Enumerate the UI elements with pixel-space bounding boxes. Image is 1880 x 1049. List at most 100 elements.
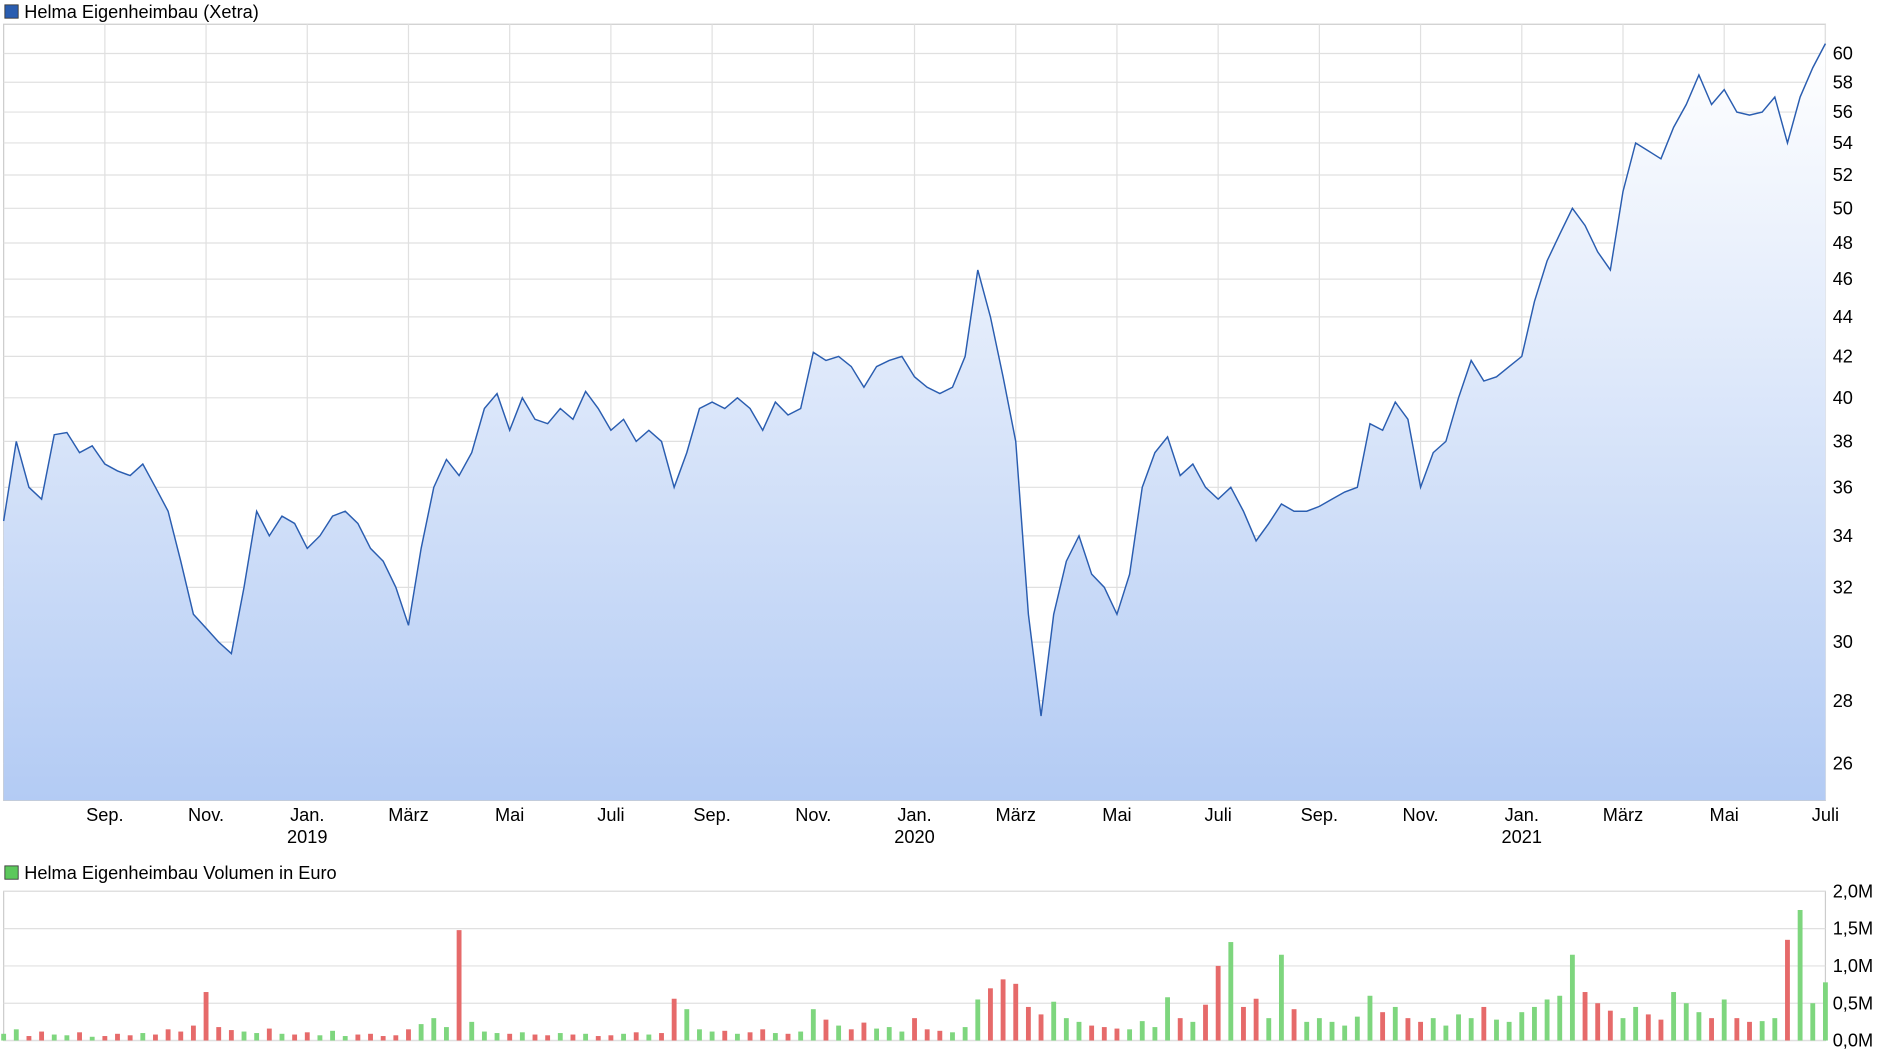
volume-bar: [456, 930, 462, 1041]
x-tick-label: März: [996, 805, 1036, 825]
volume-bar: [77, 1032, 82, 1041]
volume-bar: [1342, 1025, 1348, 1041]
volume-bar: [1772, 1018, 1778, 1041]
volume-bar: [1, 1033, 7, 1041]
legend-label: Helma Eigenheimbau (Xetra): [24, 2, 259, 22]
volume-bar: [39, 1031, 45, 1041]
volume-bar: [671, 998, 677, 1041]
volume-bar: [355, 1034, 361, 1041]
legend-swatch: [4, 865, 19, 880]
volume-bar: [950, 1032, 955, 1041]
volume-bar: [1304, 1021, 1310, 1041]
volume-bar: [1569, 954, 1575, 1041]
volume-bar: [342, 1036, 348, 1041]
legend-swatch: [4, 4, 19, 19]
volume-bar: [190, 1025, 196, 1041]
volume-bar: [861, 1022, 867, 1041]
x-tick-label: Sep.: [693, 805, 730, 825]
x-tick-label: Sep.: [86, 805, 123, 825]
volume-bar: [406, 1029, 411, 1041]
volume-bar: [1519, 1012, 1525, 1041]
volume-bar: [1051, 1001, 1057, 1041]
volume-bar: [26, 1036, 32, 1041]
volume-bar: [140, 1033, 146, 1041]
volume-bar: [760, 1029, 766, 1041]
volume-bar: [1822, 982, 1828, 1041]
volume-bar: [608, 1035, 614, 1041]
volume-bar: [1468, 1018, 1474, 1041]
volume-bar: [583, 1033, 589, 1041]
x-tick-label: Jan.: [897, 805, 931, 825]
volume-bar: [1013, 983, 1019, 1041]
volume-bar: [1114, 1028, 1120, 1041]
volume-bar: [1506, 1021, 1512, 1041]
y-tick-label: 42: [1833, 346, 1853, 366]
volume-bar: [595, 1036, 601, 1041]
x-tick-label: März: [1603, 805, 1643, 825]
volume-bar: [1165, 997, 1170, 1041]
x-tick-label: Jan.: [290, 805, 324, 825]
x-tick-label: Juli: [597, 805, 624, 825]
x-tick-label: März: [388, 805, 428, 825]
volume-bar: [1089, 1025, 1095, 1041]
volume-bar: [393, 1035, 399, 1041]
volume-bar: [1316, 1018, 1322, 1041]
volume-bar: [1152, 1027, 1158, 1041]
volume-bar: [1671, 992, 1677, 1041]
volume-bar: [115, 1033, 120, 1041]
volume-bar: [153, 1034, 158, 1041]
volume-bar: [1582, 992, 1588, 1041]
volume-bar: [1278, 954, 1284, 1041]
volume-bar: [1810, 1003, 1816, 1041]
y-tick-label: 0,5M: [1833, 993, 1873, 1013]
y-tick-label: 54: [1833, 133, 1853, 153]
volume-bar: [557, 1033, 563, 1041]
year-label: 2019: [287, 827, 327, 847]
volume-bar: [317, 1035, 323, 1041]
y-tick-label: 36: [1833, 477, 1853, 497]
legend-label: Helma Eigenheimbau Volumen in Euro: [24, 863, 336, 883]
y-tick-label: 0,0M: [1833, 1031, 1873, 1049]
y-tick-label: 1,5M: [1833, 919, 1873, 939]
volume-bar: [734, 1033, 740, 1041]
volume-bar: [684, 1009, 690, 1041]
volume-bar: [836, 1025, 842, 1041]
volume-bar: [127, 1035, 133, 1041]
volume-bar: [304, 1032, 310, 1041]
x-tick-label: Jan.: [1505, 805, 1539, 825]
y-tick-label: 46: [1833, 269, 1853, 289]
x-tick-label: Nov.: [188, 805, 224, 825]
x-tick-label: Juli: [1812, 805, 1839, 825]
volume-bar: [279, 1033, 285, 1041]
volume-bar: [962, 1027, 968, 1041]
y-tick-label: 34: [1833, 526, 1853, 546]
volume-bar: [1532, 1006, 1537, 1041]
volume-bar: [254, 1033, 260, 1041]
volume-bar: [266, 1028, 272, 1041]
volume-bar: [13, 1029, 19, 1041]
volume-bar: [1481, 1006, 1487, 1041]
volume-bar: [1367, 995, 1373, 1041]
volume-bar: [1430, 1018, 1436, 1041]
volume-bar: [216, 1027, 222, 1041]
y-tick-label: 50: [1833, 198, 1853, 218]
volume-bar: [747, 1032, 753, 1041]
volume-bar: [1139, 1021, 1145, 1041]
volume-bar: [203, 992, 209, 1041]
volume-bar: [545, 1035, 551, 1041]
volume-bar: [1456, 1014, 1461, 1041]
y-tick-label: 32: [1833, 577, 1853, 597]
volume-bar: [444, 1027, 449, 1041]
volume-bar: [241, 1031, 247, 1041]
volume-bar: [532, 1034, 538, 1041]
volume-bar: [570, 1034, 576, 1041]
volume-bar: [823, 1019, 829, 1041]
year-label: 2020: [894, 827, 934, 847]
x-tick-label: Mai: [1710, 805, 1739, 825]
volume-bar: [1607, 1010, 1613, 1041]
volume-bar: [1658, 1019, 1664, 1041]
volume-bar: [89, 1036, 95, 1041]
volume-bar: [988, 988, 993, 1041]
volume-bar: [709, 1031, 715, 1041]
